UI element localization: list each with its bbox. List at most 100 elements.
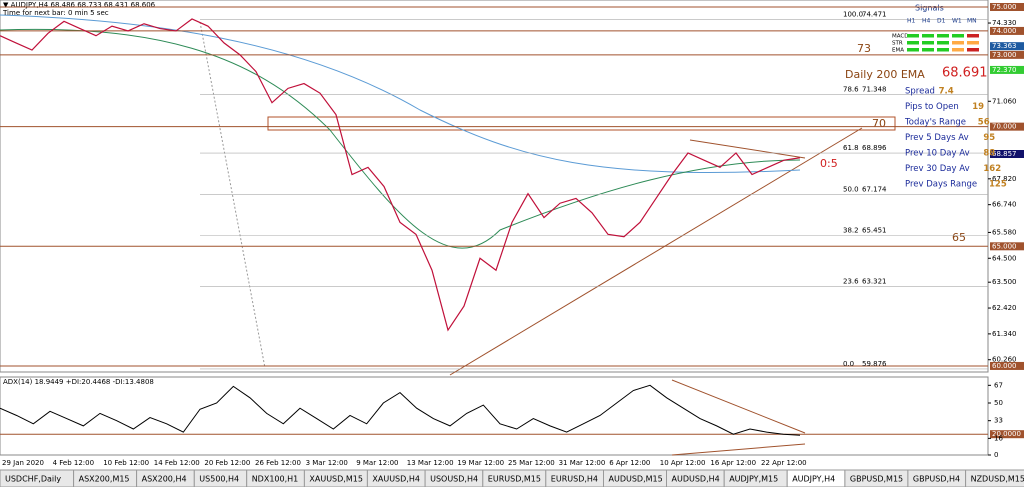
main-frame xyxy=(0,0,989,373)
tab-label[interactable]: AUDJPY,M15 xyxy=(729,475,778,484)
fib-level: 23.6 xyxy=(843,277,859,285)
price-label: 64.500 xyxy=(992,254,1017,262)
date-label: 4 Feb 12:00 xyxy=(53,459,94,467)
signal-tf: H4 xyxy=(922,18,931,25)
tab-label[interactable]: USOUSD,H4 xyxy=(430,475,478,484)
annotation: 70 xyxy=(872,117,886,130)
price-label: 73.000 xyxy=(992,51,1017,59)
signal-row: MACD xyxy=(892,34,909,40)
header-timer: Time for next bar: 0 min 5 sec xyxy=(2,9,109,17)
signal-cell xyxy=(907,48,919,52)
info-label: Spread xyxy=(905,87,935,97)
axis-marker xyxy=(990,150,1024,159)
price-label: 62.420 xyxy=(992,304,1017,312)
price-label: 73.363 xyxy=(992,42,1017,50)
info-label: Prev 30 Day Av xyxy=(905,164,970,174)
tab-label[interactable]: GBPUSD,H4 xyxy=(913,475,960,484)
ema-line xyxy=(0,14,801,173)
signal-cell xyxy=(907,41,919,45)
trendline xyxy=(671,379,806,434)
info-value: 88 xyxy=(983,149,995,159)
signal-cell xyxy=(922,41,934,45)
adx-axis-label: 33 xyxy=(994,417,1003,425)
fib-price: 65.451 xyxy=(862,227,887,235)
zone-box xyxy=(267,116,896,131)
tab-label[interactable]: AUDUSD,M15 xyxy=(609,475,663,484)
price-label: 60.260 xyxy=(992,356,1017,364)
date-label: 29 Jan 2020 xyxy=(2,459,44,467)
annotation: 0:5 xyxy=(820,157,838,170)
adx-axis-label: 0 xyxy=(994,451,998,459)
tab-label[interactable]: XAUUSD,H4 xyxy=(372,475,420,484)
info-value: 125 xyxy=(989,180,1007,190)
adx-axis-label: 67 xyxy=(994,381,1003,389)
axis-marker xyxy=(990,242,1024,251)
annotation: Daily 200 EMA xyxy=(845,68,925,81)
tab-label[interactable]: AUDUSD,H4 xyxy=(672,475,720,484)
signal-cell xyxy=(952,41,964,45)
fib-line xyxy=(199,21,266,369)
axis-marker xyxy=(990,122,1024,131)
info-label: Today's Range xyxy=(904,118,966,128)
price-label: 68.857 xyxy=(992,150,1017,158)
signal-tf: W1 xyxy=(952,18,962,25)
fib-price: 71.348 xyxy=(862,85,887,93)
tab-label[interactable]: AUDJPY,H4 xyxy=(792,475,835,484)
fib-price: 74.471 xyxy=(862,11,887,19)
fib-level: 78.6 xyxy=(843,85,859,93)
signal-cell xyxy=(922,34,934,38)
info-label: Prev Days Range xyxy=(905,180,977,190)
annotation: 73 xyxy=(857,42,871,55)
signal-cell xyxy=(907,34,919,38)
signal-cell xyxy=(937,41,949,45)
adx-line xyxy=(0,384,801,436)
tab-label[interactable]: NDX100,H1 xyxy=(252,475,299,484)
date-label: 14 Feb 12:00 xyxy=(154,459,200,467)
adx-axis-label: 50 xyxy=(994,399,1003,407)
price-label: 65.000 xyxy=(992,242,1017,250)
date-label: 19 Mar 12:00 xyxy=(457,459,504,467)
info-value: 19 xyxy=(972,102,984,112)
signal-tf: MN xyxy=(967,18,977,25)
date-label: 26 Feb 12:00 xyxy=(255,459,301,467)
signal-tf: D1 xyxy=(937,18,946,25)
axis-marker xyxy=(990,26,1024,35)
axis-marker xyxy=(990,50,1024,59)
axis-marker xyxy=(990,65,1024,74)
signal-row: EMA xyxy=(892,48,904,54)
date-label: 3 Mar 12:00 xyxy=(306,459,348,467)
tab-label[interactable]: ASX200,H4 xyxy=(142,475,187,484)
signals-title: Signals xyxy=(915,4,944,13)
price-label: 70.000 xyxy=(992,123,1017,131)
signal-cell xyxy=(952,34,964,38)
price-label: 75.000 xyxy=(992,3,1017,11)
tab-label[interactable]: USDCHF,Daily xyxy=(5,475,61,484)
date-label: 10 Feb 12:00 xyxy=(103,459,149,467)
date-label: 10 Apr 12:00 xyxy=(660,459,706,467)
tab-label[interactable]: EURUSD,M15 xyxy=(488,475,541,484)
info-value: 162 xyxy=(983,164,1001,174)
tab-label[interactable]: EURUSD,H4 xyxy=(551,475,598,484)
price-label: 63.500 xyxy=(992,278,1017,286)
signal-cell xyxy=(937,34,949,38)
info-value: 95 xyxy=(983,133,995,143)
date-label: 13 Mar 12:00 xyxy=(407,459,454,467)
info-label: Prev 5 Days Av xyxy=(905,133,969,143)
tab-label[interactable]: ASX200,M15 xyxy=(79,475,130,484)
price-label: 74.330 xyxy=(992,19,1017,27)
signal-cell xyxy=(952,48,964,52)
info-value: 7.4 xyxy=(939,87,954,97)
fib-level: 38.2 xyxy=(843,227,859,235)
tab-label[interactable]: US500,H4 xyxy=(199,475,239,484)
tab-label[interactable]: GBPUSD,M15 xyxy=(850,475,903,484)
tab-label[interactable]: NZDUSD,M15 xyxy=(971,475,1024,484)
trendline xyxy=(689,139,806,159)
info-value: 56 xyxy=(978,118,990,128)
date-label: 6 Apr 12:00 xyxy=(609,459,650,467)
adx-axis-label: 20.0000 xyxy=(992,430,1021,438)
tab-label[interactable]: XAUUSD,M15 xyxy=(309,475,363,484)
date-label: 25 Mar 12:00 xyxy=(508,459,555,467)
header-symbol: ▼ AUDJPY,H4 68.486 68.733 68.431 68.606 xyxy=(3,1,156,9)
